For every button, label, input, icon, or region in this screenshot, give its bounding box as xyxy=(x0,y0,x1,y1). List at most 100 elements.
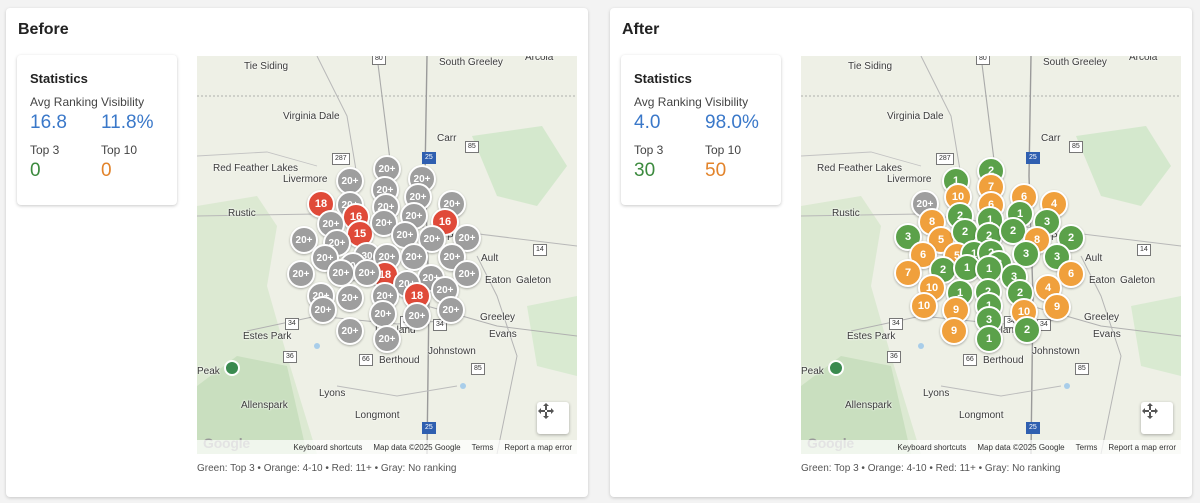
highway-shield: 80 xyxy=(976,56,990,65)
visibility-stat: Visibility 98.0% xyxy=(705,95,759,134)
fullscreen-button[interactable] xyxy=(1141,402,1173,434)
avg-ranking-value: 16.8 xyxy=(30,112,67,133)
map-place-label: Evans xyxy=(1093,329,1121,340)
rank-marker[interactable]: 20+ xyxy=(369,300,397,328)
before-panel: Before Statistics Avg Ranking 16.8 Visib… xyxy=(6,8,588,497)
rank-marker[interactable]: 20+ xyxy=(437,296,465,324)
map-place-label: Estes Park xyxy=(847,331,896,342)
highway-shield: 66 xyxy=(963,354,977,366)
rank-marker[interactable]: 20+ xyxy=(453,224,481,252)
rank-marker[interactable]: 20+ xyxy=(287,260,315,288)
highway-shield: 85 xyxy=(1069,141,1083,153)
rank-marker[interactable]: 10 xyxy=(918,274,946,302)
rank-marker[interactable]: 20+ xyxy=(403,302,431,330)
report-map-error-link[interactable]: Report a map error xyxy=(1108,442,1176,452)
map-legend: Green: Top 3 • Orange: 4-10 • Red: 11+ •… xyxy=(801,463,1061,474)
rank-marker[interactable]: 9 xyxy=(940,317,968,345)
rank-marker[interactable]: 20+ xyxy=(373,325,401,353)
rank-marker[interactable]: 6 xyxy=(1057,260,1085,288)
map-place-label: Ault xyxy=(1085,253,1103,264)
rank-marker[interactable]: 9 xyxy=(1043,293,1071,321)
rank-marker[interactable]: 2 xyxy=(1013,316,1041,344)
map-data-attribution: Map data ©2025 Google xyxy=(977,442,1065,452)
avg-ranking-stat: Avg Ranking 4.0 xyxy=(634,95,702,134)
map-place-label: Allenspark xyxy=(845,400,892,411)
rank-marker[interactable]: 20+ xyxy=(309,296,337,324)
report-map-error-link[interactable]: Report a map error xyxy=(504,442,572,452)
after-panel: After Statistics Avg Ranking 4.0 Visibil… xyxy=(610,8,1192,497)
map-place-label: Longmont xyxy=(355,410,400,421)
keyboard-shortcuts-link[interactable]: Keyboard shortcuts xyxy=(293,442,363,452)
rank-marker[interactable]: 20+ xyxy=(336,317,364,345)
top10-value: 50 xyxy=(705,160,727,181)
park-icon xyxy=(828,360,844,376)
map-place-label: Peak xyxy=(801,366,824,377)
highway-shield: 25 xyxy=(1026,422,1040,434)
top3-value: 0 xyxy=(30,160,41,181)
visibility-label: Visibility xyxy=(101,95,145,109)
map-place-label: Evans xyxy=(489,329,517,340)
highway-shield: 85 xyxy=(1075,363,1089,375)
panel-title: Before xyxy=(18,21,69,38)
keyboard-shortcuts-link[interactable]: Keyboard shortcuts xyxy=(897,442,967,452)
fullscreen-icon xyxy=(538,403,554,419)
top3-stat: Top 3 0 xyxy=(30,143,59,182)
avg-ranking-stat: Avg Ranking 16.8 xyxy=(30,95,98,134)
highway-shield: 85 xyxy=(465,141,479,153)
map-place-label: Berthoud xyxy=(983,355,1024,366)
top10-value: 0 xyxy=(101,160,112,181)
ranking-map[interactable]: Tie Siding South Greeley Arcola Virginia Da… xyxy=(197,56,577,454)
rank-marker[interactable]: 20+ xyxy=(353,259,381,287)
top10-stat: Top 10 50 xyxy=(705,143,741,182)
map-legend: Green: Top 3 • Orange: 4-10 • Red: 11+ •… xyxy=(197,463,457,474)
highway-shield: 14 xyxy=(1137,244,1151,256)
map-place-label: Ault xyxy=(481,253,499,264)
map-place-label: Arcola xyxy=(1129,56,1158,63)
map-place-label: Johnstown xyxy=(1032,346,1080,357)
terms-link[interactable]: Terms xyxy=(471,442,494,452)
avg-ranking-value: 4.0 xyxy=(634,112,661,133)
rank-marker[interactable]: 20+ xyxy=(336,167,364,195)
map-place-label: Rustic xyxy=(832,208,860,219)
rank-marker[interactable]: 1 xyxy=(975,325,1003,353)
highway-shield: 14 xyxy=(533,244,547,256)
visibility-value: 98.0% xyxy=(705,112,759,133)
map-place-label: Red Feather Lakes xyxy=(817,163,903,174)
map-place-label: Johnstown xyxy=(428,346,476,357)
map-place-label: Lyons xyxy=(923,388,950,399)
rank-marker[interactable]: 2 xyxy=(999,217,1027,245)
highway-shield: 80 xyxy=(372,56,386,65)
rank-marker[interactable]: 7 xyxy=(894,259,922,287)
rank-marker[interactable]: 20+ xyxy=(370,209,398,237)
map-place-label: Eaton xyxy=(1089,275,1116,286)
map-place-label: Greeley xyxy=(1084,312,1120,323)
visibility-stat: Visibility 11.8% xyxy=(101,95,153,134)
map-place-label: Estes Park xyxy=(243,331,292,342)
highway-shield: 25 xyxy=(422,422,436,434)
statistics-card: Statistics Avg Ranking 16.8 Visibility 1… xyxy=(17,55,177,205)
highway-shield: 34 xyxy=(285,318,299,330)
rank-marker[interactable]: 1 xyxy=(953,254,981,282)
rank-marker[interactable]: 20+ xyxy=(327,259,355,287)
rank-marker[interactable]: 10 xyxy=(910,292,938,320)
map-footer: Keyboard shortcuts Map data ©2025 Google T… xyxy=(801,440,1181,454)
top3-label: Top 3 xyxy=(30,143,60,157)
fullscreen-icon xyxy=(1142,403,1158,419)
fullscreen-button[interactable] xyxy=(537,402,569,434)
map-place-label: Lyons xyxy=(319,388,346,399)
highway-shield: 34 xyxy=(889,318,903,330)
rank-marker[interactable]: 20+ xyxy=(336,284,364,312)
statistics-heading: Statistics xyxy=(634,71,692,86)
map-place-label: Berthoud xyxy=(379,355,420,366)
highway-shield: 66 xyxy=(359,354,373,366)
map-place-label: Red Feather Lakes xyxy=(213,163,299,174)
map-data-attribution: Map data ©2025 Google xyxy=(373,442,461,452)
highway-shield: 287 xyxy=(332,153,350,165)
terms-link[interactable]: Terms xyxy=(1075,442,1098,452)
ranking-map[interactable]: Tie Siding South Greeley Arcola Virginia Da… xyxy=(801,56,1181,454)
highway-shield: 36 xyxy=(887,351,901,363)
highway-shield: 25 xyxy=(1026,152,1040,164)
map-place-label: Carr xyxy=(437,133,457,144)
avg-ranking-label: Avg Ranking xyxy=(634,95,702,109)
